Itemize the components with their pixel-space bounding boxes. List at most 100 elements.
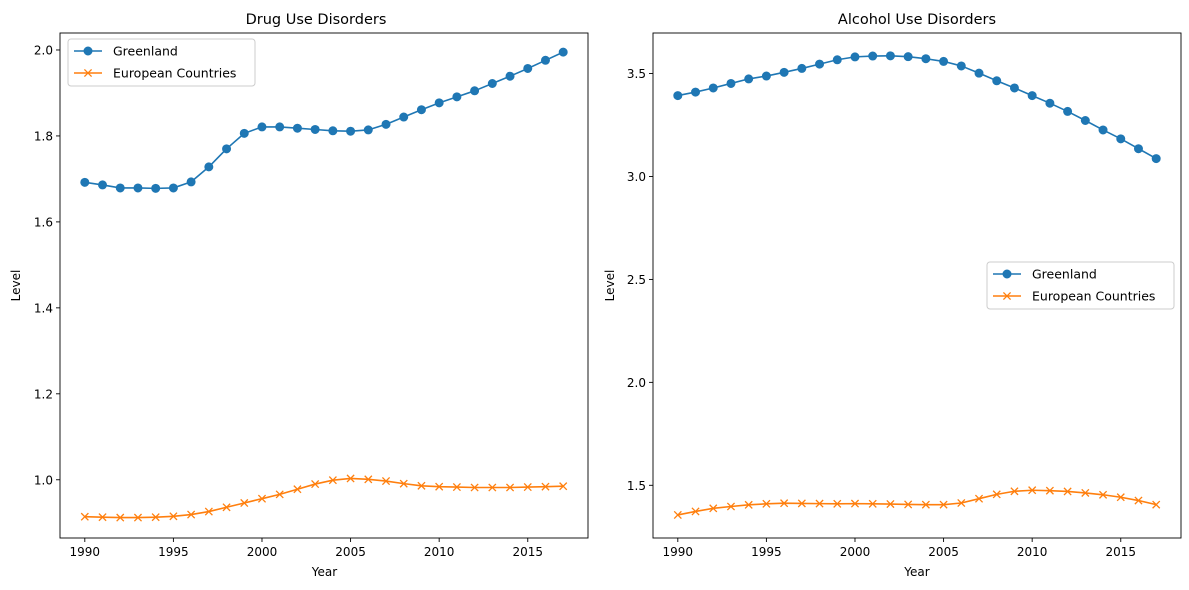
- y-axis-label: Level: [603, 270, 617, 302]
- x-marker-stroke: [169, 512, 178, 521]
- series-markers: [80, 474, 568, 522]
- x-marker: [833, 499, 842, 508]
- series-markers: [673, 486, 1161, 520]
- x-marker: [364, 475, 373, 484]
- circle-marker: [1009, 83, 1019, 93]
- series-line: [677, 55, 1157, 160]
- x-marker-stroke: [559, 482, 568, 491]
- x-marker-stroke: [505, 483, 515, 492]
- circle-marker: [921, 54, 931, 64]
- x-marker-stroke: [1134, 496, 1143, 505]
- x-marker: [974, 494, 984, 503]
- x-marker-stroke: [80, 512, 89, 521]
- x-marker: [673, 510, 682, 520]
- legend-marker: [1002, 291, 1012, 301]
- x-marker-stroke: [886, 499, 895, 509]
- circle-marker: [416, 105, 426, 115]
- x-marker-stroke: [83, 68, 93, 78]
- circle-marker: [992, 76, 1002, 86]
- circle-marker: [523, 63, 533, 73]
- circle-marker: [1133, 144, 1143, 154]
- x-tick-label: 1995: [158, 545, 189, 559]
- circle-marker: [239, 128, 249, 138]
- x-marker: [293, 485, 302, 494]
- y-tick-label: 2.5: [627, 273, 646, 287]
- circle-marker: [540, 55, 550, 65]
- x-marker: [904, 500, 913, 509]
- y-tick-label: 1.4: [34, 301, 53, 315]
- x-marker-stroke: [709, 504, 718, 513]
- x-marker: [452, 483, 461, 492]
- legend: Greenland European Countries: [67, 38, 256, 87]
- circle-marker: [328, 126, 338, 136]
- x-marker-stroke: [921, 500, 930, 509]
- x-marker: [1116, 493, 1125, 502]
- x-tick-label: 2015: [1105, 545, 1136, 559]
- x-marker: [399, 479, 408, 488]
- axes-frame: [59, 32, 589, 539]
- x-marker-stroke: [435, 482, 444, 491]
- x-marker-stroke: [116, 513, 125, 522]
- x-marker-stroke: [399, 479, 408, 488]
- x-marker-stroke: [470, 483, 479, 492]
- x-marker-stroke: [364, 475, 373, 484]
- circle-marker: [974, 68, 984, 78]
- circle-marker: [1063, 106, 1073, 116]
- circle-marker: [310, 124, 320, 134]
- x-marker-stroke: [133, 513, 143, 522]
- circle-marker: [292, 123, 302, 133]
- legend: Greenland European Countries: [986, 261, 1175, 310]
- circle-marker: [956, 61, 966, 71]
- circle-marker: [761, 71, 771, 81]
- y-tick-label: 3.0: [627, 170, 646, 184]
- circle-marker: [939, 56, 949, 66]
- x-marker-stroke: [381, 476, 391, 486]
- x-marker-stroke: [762, 499, 771, 508]
- x-tick-label: 2010: [1017, 545, 1048, 559]
- x-marker-stroke: [346, 474, 355, 483]
- legend-entry: Greenland: [993, 267, 1097, 282]
- circle-marker: [168, 183, 178, 193]
- legend-box: [67, 38, 256, 87]
- x-marker-stroke: [275, 490, 284, 499]
- circle-marker: [797, 63, 807, 73]
- x-marker-stroke: [797, 499, 806, 508]
- x-marker: [151, 513, 160, 522]
- circle-marker: [779, 67, 789, 77]
- x-marker: [1134, 496, 1143, 505]
- x-tick-label: 2000: [840, 545, 871, 559]
- chart-title: Alcohol Use Disorders: [838, 12, 996, 28]
- legend-marker: [83, 68, 93, 78]
- x-marker: [523, 483, 532, 492]
- circle-marker: [381, 119, 391, 129]
- x-marker-stroke: [523, 483, 532, 492]
- x-marker-stroke: [311, 480, 320, 489]
- x-marker-stroke: [673, 510, 682, 520]
- x-marker: [470, 483, 479, 492]
- x-tick-label: 1990: [663, 545, 694, 559]
- x-marker: [1028, 486, 1037, 495]
- x-marker-stroke: [868, 499, 877, 508]
- x-marker: [850, 499, 860, 508]
- x-tick-label: 2010: [424, 545, 455, 559]
- x-marker: [204, 507, 213, 516]
- circle-marker: [470, 86, 480, 96]
- x-marker-stroke: [974, 494, 984, 503]
- circle-marker: [222, 144, 232, 154]
- x-marker: [1081, 488, 1090, 497]
- x-marker-stroke: [328, 476, 337, 485]
- circle-marker: [98, 180, 108, 190]
- circle-marker: [832, 55, 842, 65]
- x-marker-stroke: [780, 499, 789, 508]
- circle-marker: [1098, 125, 1108, 135]
- x-marker-stroke: [815, 499, 824, 508]
- circle-marker: [1045, 98, 1055, 108]
- x-marker: [417, 481, 426, 490]
- x-marker: [939, 500, 948, 509]
- x-marker-stroke: [957, 498, 966, 508]
- x-marker: [1152, 500, 1161, 509]
- x-marker: [780, 499, 789, 508]
- x-marker-stroke: [850, 499, 860, 508]
- x-marker-stroke: [833, 499, 842, 508]
- circle-marker: [1027, 91, 1037, 101]
